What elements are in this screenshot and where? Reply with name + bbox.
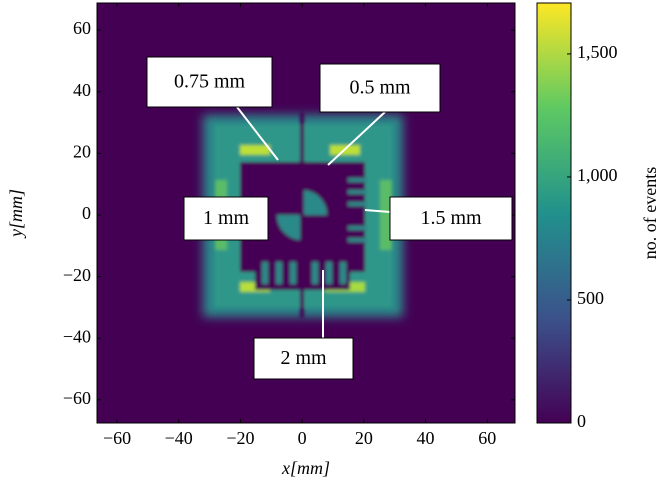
x-tick-label: 20 [355,428,373,448]
annotation-box [389,196,513,241]
y-tick-label: 60 [73,18,91,38]
x-tick-label: −60 [103,428,131,448]
plot-frame [96,2,516,424]
x-tick-label: −40 [165,428,193,448]
annotation-box [146,56,273,108]
colorbar-tick-label: 0 [577,411,586,431]
annotation-box [319,63,441,113]
y-tick-label: 40 [73,80,91,100]
annotation-leader [236,106,279,161]
colorbar-tick-label: 1,500 [577,42,618,62]
annotation-text: 0.75 mm [174,71,246,93]
annotation-text: 0.5 mm [349,77,411,99]
y-tick-label: −40 [63,326,91,346]
x-tick-label: 40 [417,428,435,448]
colorbar-tick-label: 1,000 [577,165,618,185]
colorbar-label: no. of events [640,167,660,259]
y-tick-label: −20 [63,265,91,285]
x-tick-label: −20 [226,428,254,448]
y-tick-label: 0 [82,203,91,223]
colorbar [536,2,572,424]
x-tick-label: 60 [478,428,496,448]
annotation-box [183,196,269,241]
y-axis-label: y[mm] [6,189,26,239]
annotation-text: 2 mm [280,347,327,369]
x-tick-label: 0 [298,428,307,448]
annotation-text: 1.5 mm [420,207,482,229]
annotation-box [253,337,354,380]
annotation-text: 1 mm [203,207,250,229]
y-tick-label: 20 [73,141,91,161]
annotation-leader [327,111,386,166]
colorbar-tick-label: 500 [577,288,604,308]
x-axis-label: x[mm] [281,458,330,478]
annotation-leader [364,209,391,213]
y-tick-label: −60 [63,388,91,408]
